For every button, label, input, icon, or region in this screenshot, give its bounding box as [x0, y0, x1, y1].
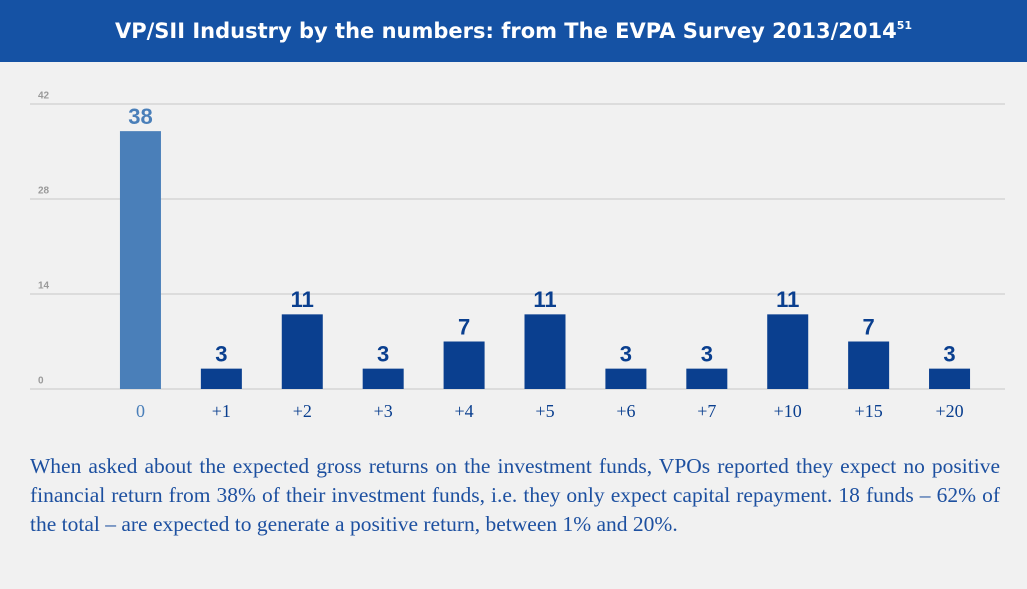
value-label: 38 [128, 104, 152, 129]
value-label: 11 [776, 287, 799, 312]
bar [281, 314, 323, 389]
value-label: 3 [377, 341, 389, 366]
x-tick-label: +5 [535, 401, 554, 421]
chart-title: VP/SII Industry by the numbers: from The… [114, 19, 897, 43]
x-tick-label: +20 [935, 401, 963, 421]
bar [686, 368, 728, 389]
value-label: 3 [943, 341, 955, 366]
value-label: 3 [620, 341, 632, 366]
value-label: 11 [291, 287, 314, 312]
description: When asked about the expected gross retu… [30, 454, 1000, 536]
x-tick-label: 0 [136, 401, 145, 421]
x-tick-label: +4 [455, 401, 474, 421]
x-tick-label: +2 [293, 401, 312, 421]
header: VP/SII Industry by the numbers: from The… [0, 0, 1027, 62]
x-tick-label: +6 [616, 401, 635, 421]
x-tick-label: +10 [774, 401, 802, 421]
y-tick-label: 0 [38, 376, 44, 387]
value-label: 3 [701, 341, 713, 366]
x-tick-label: +3 [374, 401, 393, 421]
value-label: 11 [533, 287, 556, 312]
bar [929, 368, 971, 389]
x-tick-label: +1 [212, 401, 231, 421]
bar [848, 341, 890, 389]
y-tick-label: 14 [38, 281, 50, 292]
bar [767, 314, 809, 389]
x-tick-label: +7 [697, 401, 716, 421]
value-label: 7 [458, 314, 470, 339]
footnote-ref: 51 [896, 19, 913, 32]
y-tick-label: 28 [38, 186, 50, 197]
bar [524, 314, 566, 389]
bar [443, 341, 485, 389]
bar [362, 368, 404, 389]
bar [605, 368, 647, 389]
x-tick-label: +15 [855, 401, 883, 421]
bar [119, 131, 161, 389]
y-tick-label: 42 [38, 91, 50, 102]
bar [200, 368, 242, 389]
value-label: 3 [215, 341, 227, 366]
chart: 0 14 28 42 0 38 +1 3 +2 11 +3 3 +4 7 +5 11 +6 3 +7 3 +10 11 +1… [30, 91, 1005, 421]
value-label: 7 [863, 314, 875, 339]
